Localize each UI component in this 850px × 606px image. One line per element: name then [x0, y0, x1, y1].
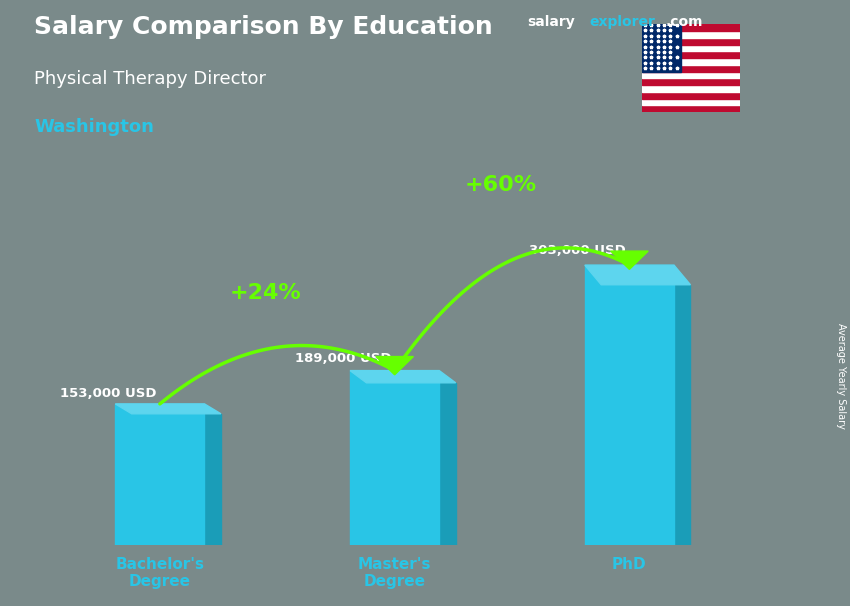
Bar: [642, 31, 740, 38]
Bar: [585, 265, 674, 545]
Bar: [116, 404, 205, 545]
Bar: [642, 92, 740, 99]
Polygon shape: [439, 383, 456, 545]
Bar: [642, 85, 740, 92]
Polygon shape: [205, 414, 221, 545]
Text: 189,000 USD: 189,000 USD: [295, 352, 391, 365]
Polygon shape: [674, 285, 690, 545]
Text: 153,000 USD: 153,000 USD: [60, 387, 156, 399]
Text: 303,000 USD: 303,000 USD: [530, 244, 626, 257]
Polygon shape: [376, 356, 413, 375]
Bar: [642, 78, 740, 85]
Polygon shape: [585, 265, 690, 285]
Bar: [642, 58, 740, 65]
Bar: [642, 105, 740, 112]
Text: +24%: +24%: [230, 282, 302, 302]
Bar: [642, 52, 740, 58]
Bar: [642, 24, 740, 31]
Text: explorer: explorer: [589, 15, 654, 29]
Polygon shape: [610, 251, 649, 269]
Bar: [642, 38, 740, 44]
Text: +60%: +60%: [464, 175, 536, 195]
Text: salary: salary: [527, 15, 575, 29]
Bar: [642, 72, 740, 78]
Bar: [642, 44, 740, 52]
Text: Salary Comparison By Education: Salary Comparison By Education: [34, 15, 493, 39]
Text: Washington: Washington: [34, 118, 154, 136]
Bar: [350, 371, 439, 545]
Text: .com: .com: [666, 15, 703, 29]
Bar: [642, 65, 740, 72]
Bar: [642, 24, 681, 72]
Text: Average Yearly Salary: Average Yearly Salary: [836, 323, 846, 428]
Bar: [642, 99, 740, 105]
Polygon shape: [350, 371, 456, 383]
Text: Physical Therapy Director: Physical Therapy Director: [34, 70, 266, 88]
Polygon shape: [116, 404, 221, 414]
